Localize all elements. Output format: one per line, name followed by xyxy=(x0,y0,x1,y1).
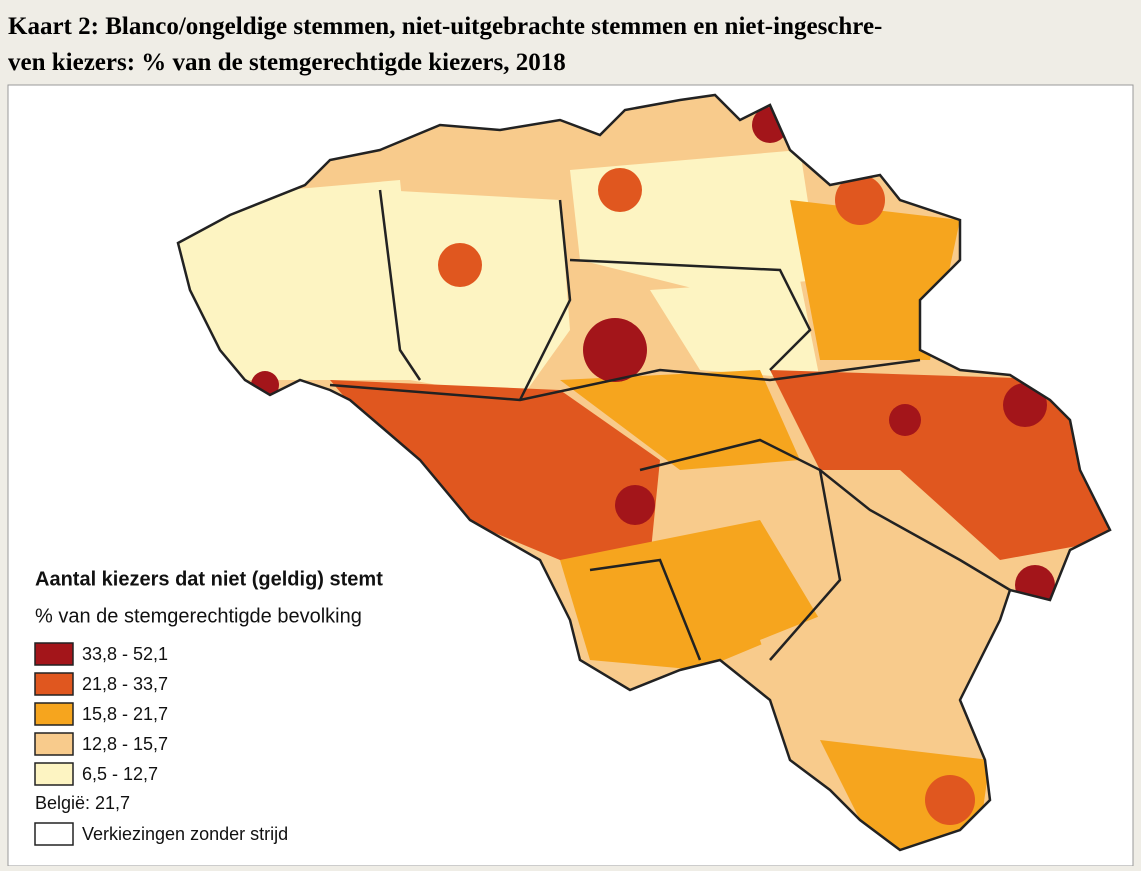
province-border xyxy=(639,438,1011,592)
legend-label: 12,8 - 15,7 xyxy=(82,734,168,754)
region xyxy=(178,180,420,380)
title-line: ven kiezers: % van de stemgerechtigde ki… xyxy=(8,49,566,76)
legend-swatch xyxy=(34,672,74,696)
province-border xyxy=(378,189,422,381)
province-border xyxy=(589,558,702,661)
region xyxy=(650,280,820,380)
legend-label: 33,8 - 52,1 xyxy=(82,644,168,664)
region xyxy=(835,175,885,225)
province-border xyxy=(329,358,921,402)
legend-swatch xyxy=(34,762,74,786)
region xyxy=(790,200,960,360)
region xyxy=(330,380,660,560)
legend-label: 6,5 - 12,7 xyxy=(82,764,158,784)
title-line: Kaart 2: Blanco/ongeldige stemmen, niet-… xyxy=(8,13,882,40)
legend: Aantal kiezers dat niet (geldig) stemt %… xyxy=(34,568,383,846)
legend-swatch xyxy=(34,702,74,726)
region xyxy=(889,404,921,436)
legend-label: 21,8 - 33,7 xyxy=(82,674,168,694)
legend-subtitle: % van de stemgerechtigde bevolking xyxy=(35,605,362,627)
province-border xyxy=(518,199,572,401)
region xyxy=(560,520,820,670)
legend-swatch xyxy=(34,822,74,846)
region xyxy=(583,318,647,382)
legend-title: Aantal kiezers dat niet (geldig) stemt xyxy=(35,568,383,590)
legend-note: België: 21,7 xyxy=(35,793,130,813)
legend-label: Verkiezingen zonder strijd xyxy=(82,824,288,844)
region xyxy=(380,190,570,400)
region xyxy=(615,485,655,525)
province-border xyxy=(569,258,812,371)
legend-swatch xyxy=(34,642,74,666)
region xyxy=(598,168,642,212)
region xyxy=(438,243,482,287)
region xyxy=(820,740,990,850)
region xyxy=(760,560,1000,780)
region xyxy=(1003,383,1047,427)
legend-label: 15,8 - 21,7 xyxy=(82,704,168,724)
province-border xyxy=(769,469,842,661)
legend-swatch xyxy=(34,732,74,756)
region xyxy=(925,775,975,825)
